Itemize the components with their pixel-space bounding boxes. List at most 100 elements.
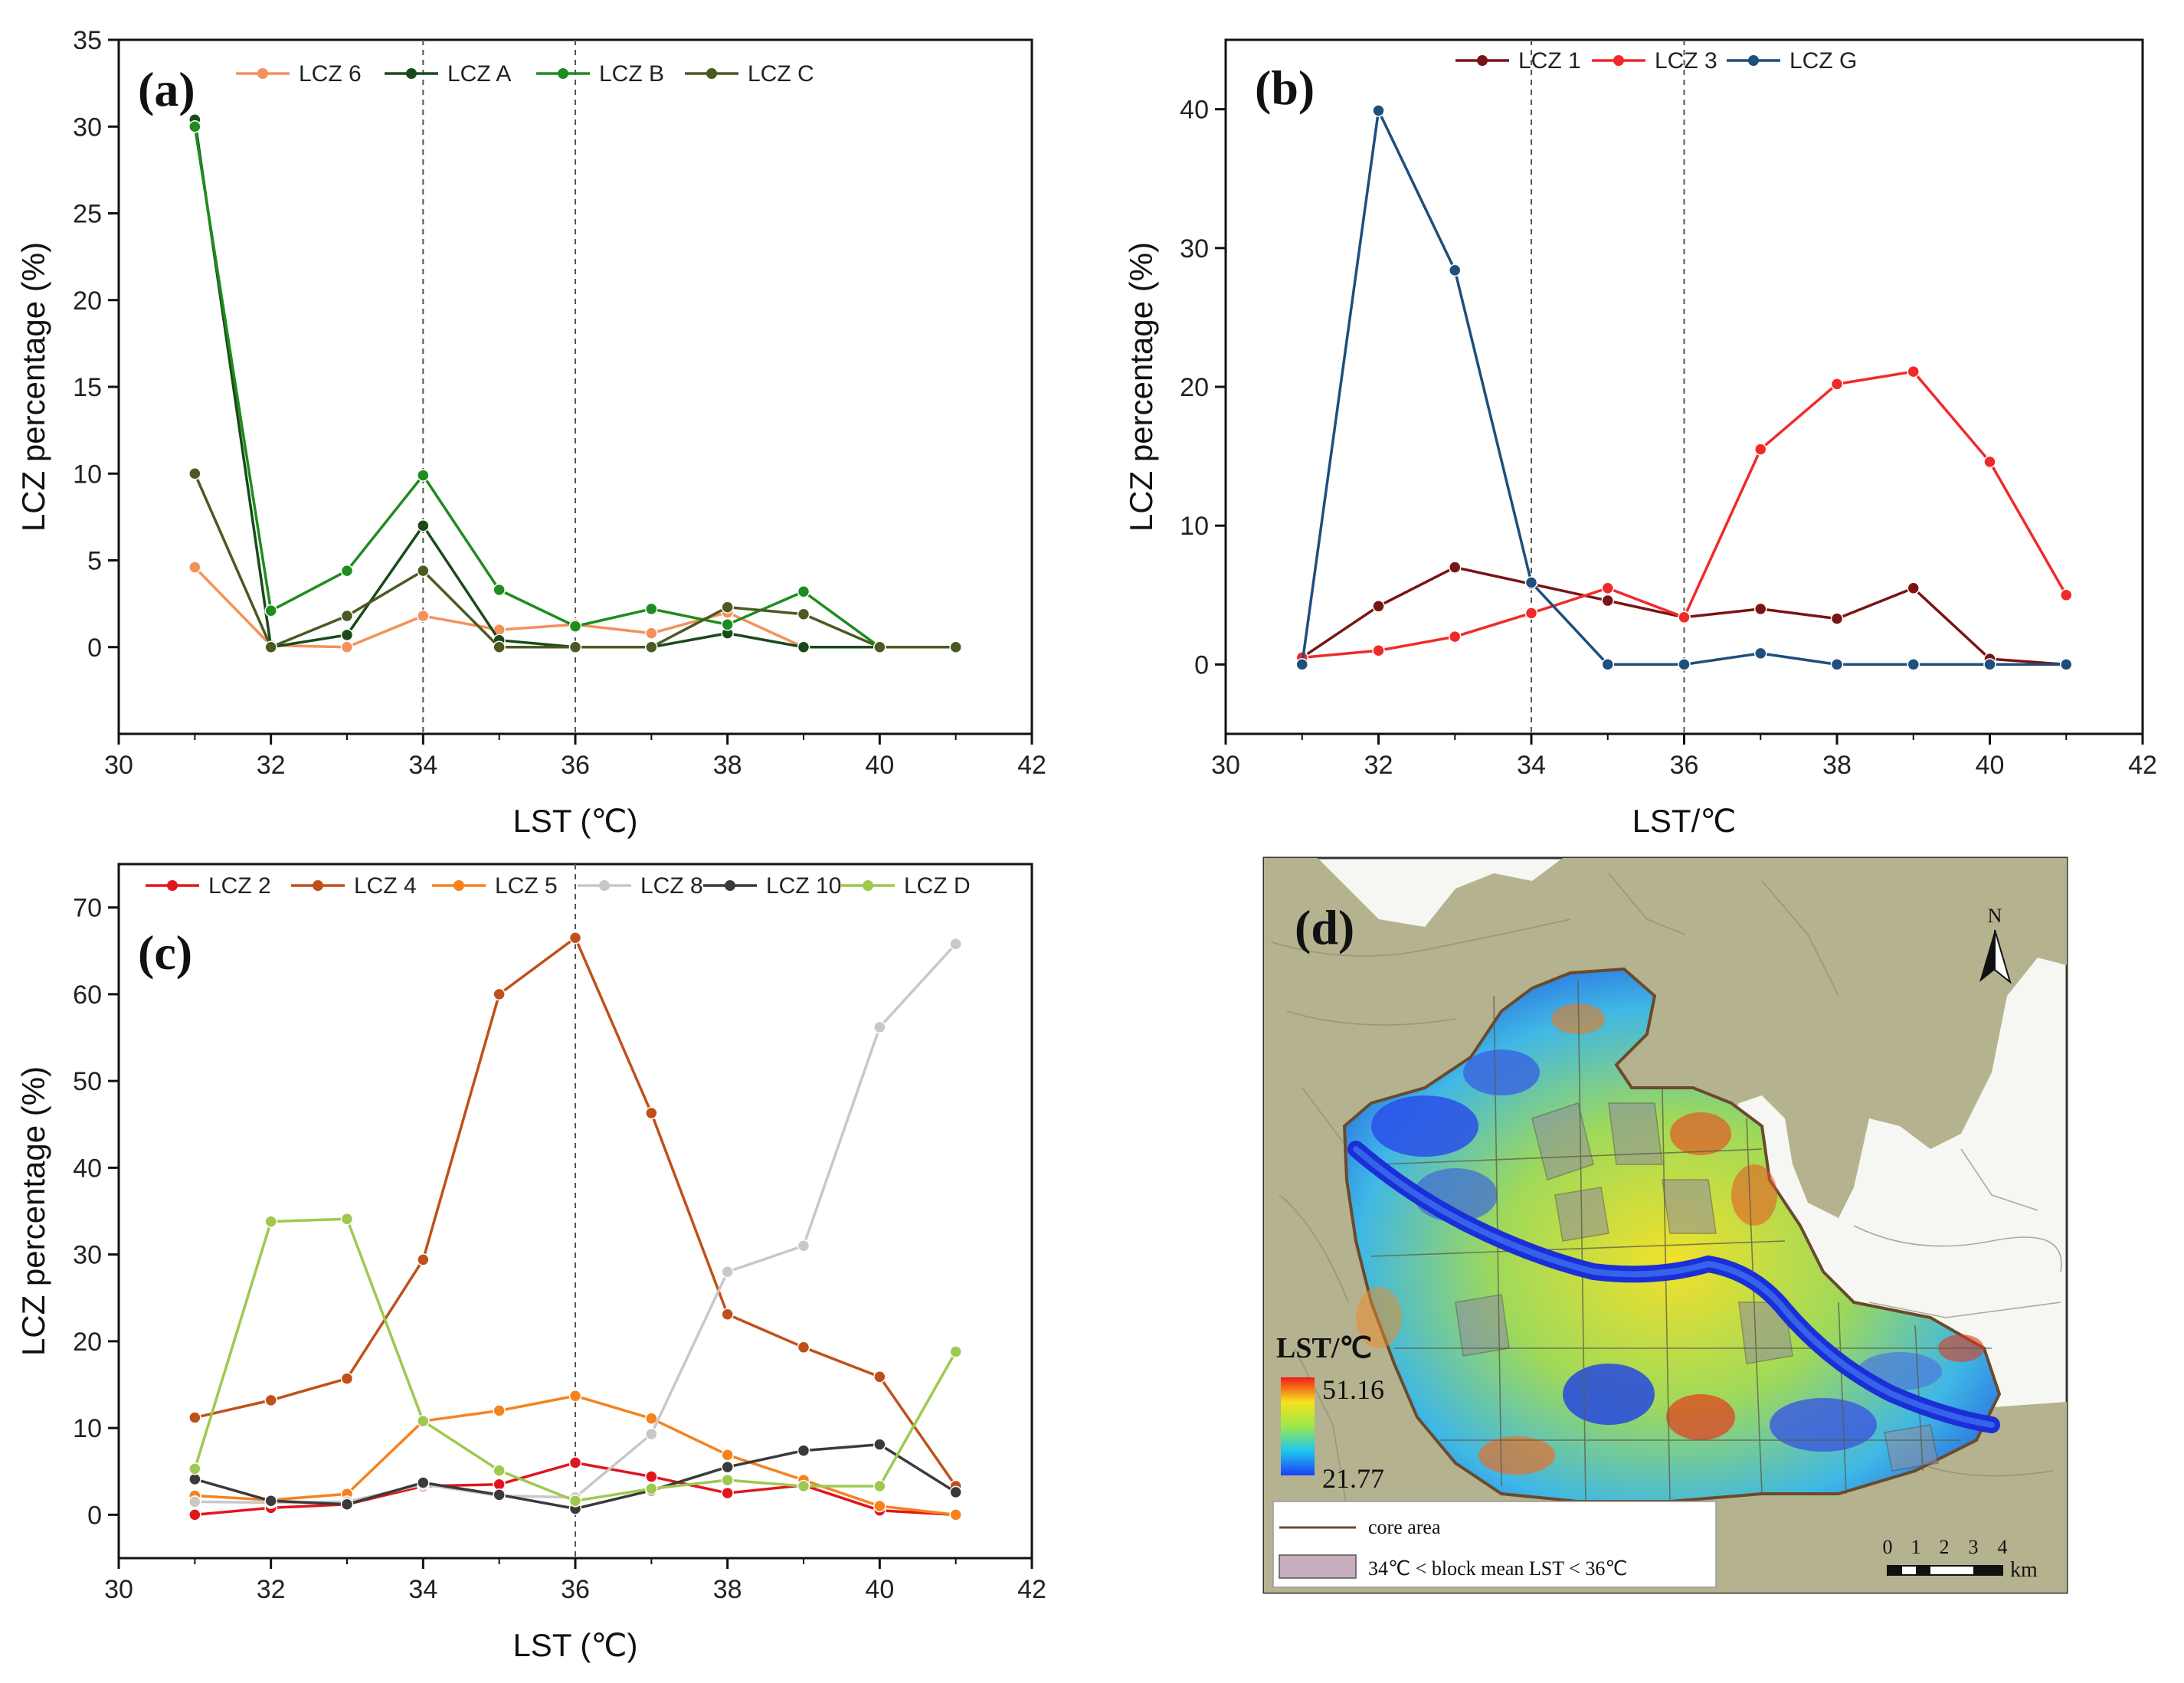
data-point xyxy=(721,1448,734,1462)
data-point xyxy=(568,620,582,633)
data-point xyxy=(568,1456,582,1469)
panel-label-a: (a) xyxy=(138,62,195,116)
legend-label: LCZ 2 xyxy=(208,873,271,899)
x-axis-label: LST (℃) xyxy=(512,1627,637,1663)
data-point xyxy=(188,467,201,480)
data-point xyxy=(1830,658,1844,671)
chart-panel-b: 30 32 34 36 38 40 42 0 10 20 30 40 LST/℃ LCZ percenta… xyxy=(1123,38,2157,839)
data-point xyxy=(493,640,506,653)
data-point xyxy=(949,1345,962,1358)
legend-marker xyxy=(706,68,717,79)
data-point xyxy=(873,1438,886,1451)
y-tick-label: 25 xyxy=(73,200,102,229)
chart-panel-a: 30 32 34 36 38 40 42 0 5 10 15 20 25 30 35 LST (℃) LCZ p… xyxy=(15,26,1046,839)
x-tick-label: 36 xyxy=(561,1575,590,1604)
x-tick-label: 30 xyxy=(1211,751,1240,780)
data-point xyxy=(1830,378,1844,391)
data-point xyxy=(721,1486,734,1500)
y-tick-label: 30 xyxy=(73,1241,102,1270)
data-point xyxy=(188,120,201,133)
data-point xyxy=(797,1341,810,1354)
data-point xyxy=(2060,658,2073,671)
x-tick-label: 40 xyxy=(1976,751,2005,780)
y-tick-label: 20 xyxy=(1180,373,1209,402)
data-point xyxy=(1449,561,1462,574)
data-point xyxy=(1372,644,1385,657)
y-tick-label: 5 xyxy=(87,547,102,576)
data-point xyxy=(1601,658,1614,671)
series-lcz-c xyxy=(188,467,962,653)
x-tick-label: 30 xyxy=(104,1575,133,1604)
data-point xyxy=(340,564,354,578)
chart-panel-c: 30 32 34 36 38 40 42 0 10 20 30 40 50 60 70 LST (℃) LCZ … xyxy=(15,863,1046,1663)
panel-label-c: (c) xyxy=(138,925,192,980)
legend-label: LCZ 4 xyxy=(354,873,417,899)
y-axis-label: LCZ percentage (%) xyxy=(15,242,51,532)
x-tick-label: 42 xyxy=(1017,751,1046,780)
data-point xyxy=(188,1495,201,1508)
data-point xyxy=(493,1488,506,1501)
y-tick-label: 30 xyxy=(73,113,102,142)
x-tick-label: 32 xyxy=(257,751,286,780)
legend-block-lst: 34℃ < block mean LST < 36℃ xyxy=(1368,1557,1628,1580)
x-tick-label: 40 xyxy=(865,751,894,780)
data-point xyxy=(873,1370,886,1383)
legend-label: LCZ C xyxy=(748,61,814,87)
series-lcz-4 xyxy=(188,932,962,1493)
y-tick-label: 30 xyxy=(1180,234,1209,264)
data-point xyxy=(1524,576,1538,589)
data-point xyxy=(264,640,277,653)
data-point xyxy=(264,1215,277,1228)
map-legend: core area 34℃ < block mean LST < 36℃ xyxy=(1272,1501,1717,1588)
colorbar-gradient xyxy=(1281,1377,1315,1475)
data-point xyxy=(493,583,506,597)
data-point xyxy=(1983,658,1996,671)
legend-label: LCZ D xyxy=(904,873,971,899)
data-point xyxy=(568,1389,582,1403)
legend-marker xyxy=(257,68,268,79)
y-tick-label: 70 xyxy=(73,894,102,923)
x-tick-label: 36 xyxy=(561,751,590,780)
x-tick-label: 32 xyxy=(1364,751,1393,780)
x-tick-label: 38 xyxy=(713,751,742,780)
series-lcz-g xyxy=(1295,104,2073,671)
legend-label: LCZ B xyxy=(599,61,664,87)
scale-2: 2 xyxy=(1940,1536,1950,1558)
y-tick-label: 0 xyxy=(87,1501,102,1530)
data-point xyxy=(340,1212,354,1226)
data-point xyxy=(645,1106,658,1120)
data-point xyxy=(645,602,658,616)
block-swatch xyxy=(1279,1554,1357,1579)
scale-0: 0 xyxy=(1883,1536,1893,1558)
data-point xyxy=(417,469,430,482)
y-tick-label: 40 xyxy=(1180,96,1209,125)
data-point xyxy=(721,618,734,631)
data-point xyxy=(264,1393,277,1407)
scale-4: 4 xyxy=(1998,1536,2008,1558)
block-boundaries xyxy=(1370,980,1992,1502)
legend-marker xyxy=(1748,55,1759,66)
data-point xyxy=(568,932,582,945)
data-point xyxy=(188,1472,201,1486)
legend-label: LCZ 3 xyxy=(1655,48,1717,74)
data-point xyxy=(1372,104,1385,117)
data-point xyxy=(188,1462,201,1475)
data-point xyxy=(264,604,277,617)
data-point xyxy=(873,640,886,653)
data-point xyxy=(949,1508,962,1521)
data-point xyxy=(340,1372,354,1385)
legend-marker xyxy=(406,68,417,79)
legend-marker xyxy=(453,880,464,891)
data-point xyxy=(568,1495,582,1508)
y-axis-label: LCZ percentage (%) xyxy=(1123,242,1159,532)
data-point xyxy=(493,987,506,1001)
data-point xyxy=(340,640,354,653)
data-point xyxy=(340,609,354,623)
data-point xyxy=(340,628,354,642)
y-tick-label: 10 xyxy=(73,460,102,489)
data-point xyxy=(721,1473,734,1487)
data-point xyxy=(340,1498,354,1511)
data-point xyxy=(188,1508,201,1521)
colorbar-title: LST/℃ xyxy=(1276,1332,1372,1364)
